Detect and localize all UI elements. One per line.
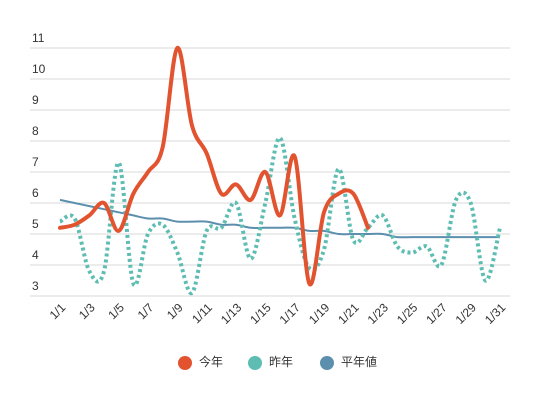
y-tick-label: 9: [32, 93, 39, 107]
y-tick-label: 6: [32, 186, 39, 200]
legend-marker: [178, 356, 192, 370]
legend-label: 平年値: [341, 354, 377, 369]
series-line: [59, 135, 502, 295]
legend-label: 昨年: [269, 355, 293, 369]
legend-marker: [248, 356, 262, 370]
x-tick-label: 1/13: [218, 300, 245, 327]
series-line: [59, 198, 500, 239]
x-tick-label: 1/31: [482, 300, 509, 327]
x-tick-label: 1/23: [365, 300, 392, 327]
x-tick-label: 1/5: [105, 300, 127, 322]
x-tick-label: 1/17: [277, 300, 304, 327]
y-tick-label: 3: [32, 279, 39, 293]
x-tick-label: 1/29: [453, 300, 480, 327]
legend-label: 今年: [199, 354, 223, 369]
x-tick-label: 1/7: [135, 300, 157, 322]
x-tick-label: 1/15: [247, 300, 274, 327]
series-line: [58, 45, 370, 287]
y-tick-label: 8: [32, 124, 39, 138]
x-tick-label: 1/21: [335, 300, 362, 327]
x-tick-label: 1/25: [394, 300, 421, 327]
x-tick-label: 1/11: [189, 300, 215, 326]
y-tick-label: 10: [32, 62, 46, 76]
x-tick-label: 1/19: [306, 300, 333, 327]
y-tick-label: 11: [32, 31, 45, 45]
x-tick-label: 1/9: [164, 300, 186, 322]
y-tick-label: 4: [32, 248, 39, 262]
x-tick-label: 1/1: [47, 300, 69, 322]
x-tick-label: 1/27: [423, 300, 450, 327]
x-tick-label: 1/3: [76, 300, 98, 322]
y-tick-label: 5: [32, 217, 39, 231]
legend-marker: [320, 356, 334, 370]
y-tick-label: 7: [32, 155, 39, 169]
